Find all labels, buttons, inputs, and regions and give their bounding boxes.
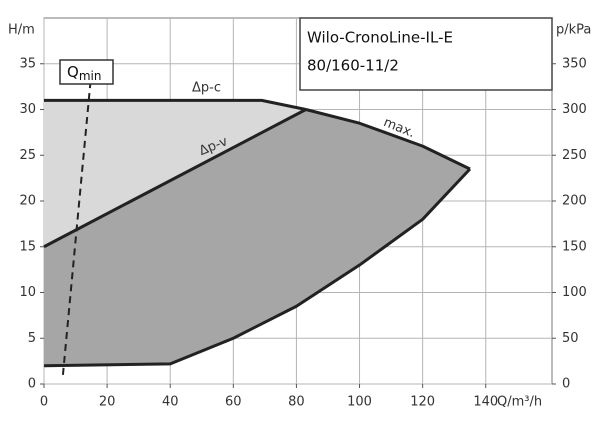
y2-tick-label: 0 bbox=[562, 377, 570, 392]
operating-region bbox=[44, 109, 470, 366]
x-tick-label: 140 bbox=[473, 395, 498, 410]
control-region bbox=[44, 100, 306, 247]
y-tick-label: 20 bbox=[19, 194, 36, 209]
y2-tick-label: 250 bbox=[562, 148, 587, 163]
qmin-label: Qmin bbox=[67, 63, 101, 83]
x-tick-label: 20 bbox=[99, 395, 116, 410]
y-tick-label: 0 bbox=[28, 377, 36, 392]
chart-subtitle: 80/160-11/2 bbox=[307, 57, 399, 75]
x-tick-label: 40 bbox=[162, 395, 179, 410]
y-tick-label: 35 bbox=[19, 56, 36, 71]
curve bbox=[305, 108, 471, 171]
qmin-sub: min bbox=[79, 69, 102, 83]
curve bbox=[44, 98, 307, 111]
y-tick-label: 30 bbox=[19, 102, 36, 117]
x-tick-label: 0 bbox=[40, 395, 48, 410]
curve bbox=[43, 108, 307, 249]
curve-label: Δp-c bbox=[192, 81, 221, 96]
qmin-line bbox=[61, 72, 93, 375]
y-axis-label: H/m bbox=[8, 23, 35, 38]
curve bbox=[43, 167, 472, 368]
y-tick-label: 15 bbox=[19, 239, 36, 254]
qmin-main: Q bbox=[67, 63, 79, 81]
chart-title: Wilo-CronoLine-IL-E bbox=[307, 29, 453, 47]
x-tick-label: 60 bbox=[225, 395, 242, 410]
y2-tick-label: 100 bbox=[562, 285, 587, 300]
x-axis-label: Q/m³/h bbox=[497, 395, 542, 410]
x-tick-label: 120 bbox=[410, 395, 435, 410]
x-tick-label: 80 bbox=[288, 395, 305, 410]
y2-tick-label: 150 bbox=[562, 239, 587, 254]
y2-tick-label: 200 bbox=[562, 194, 587, 209]
y2-axis-label: p/kPa bbox=[556, 23, 591, 38]
y2-tick-label: 300 bbox=[562, 102, 587, 117]
qmin-box bbox=[59, 59, 114, 85]
title-box bbox=[299, 17, 553, 91]
y-tick-label: 10 bbox=[19, 285, 36, 300]
y-tick-label: 25 bbox=[19, 148, 36, 163]
y-tick-label: 5 bbox=[28, 331, 36, 346]
y2-tick-label: 50 bbox=[562, 331, 579, 346]
x-tick-label: 100 bbox=[347, 395, 372, 410]
y2-tick-label: 350 bbox=[562, 56, 587, 71]
